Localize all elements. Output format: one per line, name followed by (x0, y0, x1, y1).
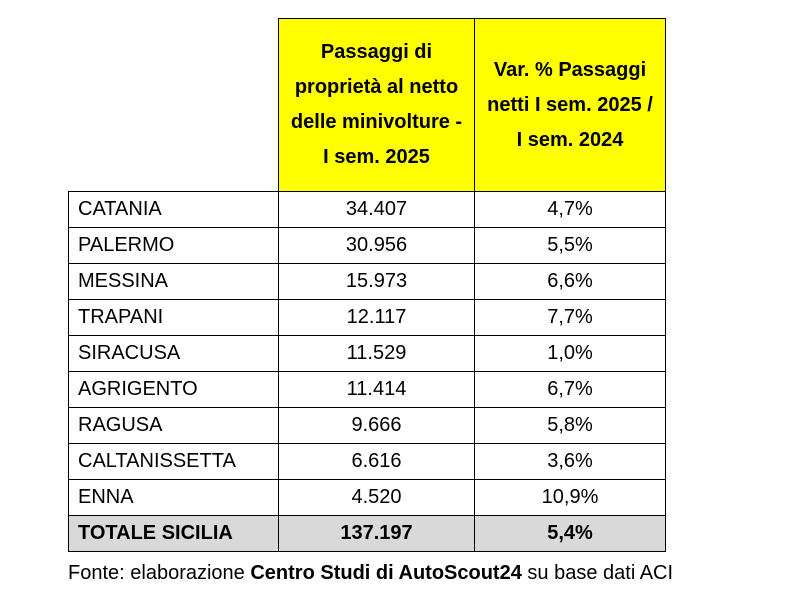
row-label: TOTALE SICILIA (68, 515, 279, 552)
row-label: TRAPANI (68, 299, 279, 336)
cell-value: 1,0% (474, 335, 666, 372)
cell-value: 6.616 (278, 443, 475, 480)
cell-value: 4.520 (278, 479, 475, 516)
row-label: ENNA (68, 479, 279, 516)
cell-value: 6,6% (474, 263, 666, 300)
table-header: Passaggi di proprietà al netto delle min… (68, 18, 666, 192)
table-row: MESSINA 15.973 6,6% (68, 263, 666, 300)
cell-value: 34.407 (278, 191, 475, 228)
header-cell: Var. % Passaggi netti I sem. 2025 / I se… (474, 18, 666, 192)
table-row: TRAPANI 12.117 7,7% (68, 299, 666, 336)
row-label: CATANIA (68, 191, 279, 228)
cell-value: 10,9% (474, 479, 666, 516)
header-row: Passaggi di proprietà al netto delle min… (68, 18, 666, 192)
data-table: Passaggi di proprietà al netto delle min… (68, 18, 666, 552)
cell-value: 6,7% (474, 371, 666, 408)
cell-value: 15.973 (278, 263, 475, 300)
header-blank (68, 18, 279, 192)
source-bold: Centro Studi di AutoScout24 (250, 562, 522, 584)
cell-value: 5,5% (474, 227, 666, 264)
source-note: Fonte: elaborazione Centro Studi di Auto… (68, 562, 673, 585)
cell-value: 30.956 (278, 227, 475, 264)
table-row: AGRIGENTO 11.414 6,7% (68, 371, 666, 408)
cell-value: 137.197 (278, 515, 475, 552)
table-row: SIRACUSA 11.529 1,0% (68, 335, 666, 372)
row-label: RAGUSA (68, 407, 279, 444)
row-label: SIRACUSA (68, 335, 279, 372)
table-row: CATANIA 34.407 4,7% (68, 191, 666, 228)
cell-value: 7,7% (474, 299, 666, 336)
cell-value: 3,6% (474, 443, 666, 480)
row-label: AGRIGENTO (68, 371, 279, 408)
cell-value: 11.414 (278, 371, 475, 408)
cell-value: 4,7% (474, 191, 666, 228)
cell-value: 12.117 (278, 299, 475, 336)
row-label: PALERMO (68, 227, 279, 264)
table-row: CALTANISSETTA 6.616 3,6% (68, 443, 666, 480)
cell-value: 9.666 (278, 407, 475, 444)
table-row: PALERMO 30.956 5,5% (68, 227, 666, 264)
source-prefix: Fonte: elaborazione (68, 562, 245, 584)
table-body: CATANIA 34.407 4,7% PALERMO 30.956 5,5% MESSIN… (68, 191, 666, 552)
table-row: TOTALE SICILIA 137.197 5,4% (68, 515, 666, 552)
table-row: RAGUSA 9.666 5,8% (68, 407, 666, 444)
source-suffix: su base dati ACI (527, 562, 674, 584)
cell-value: 5,4% (474, 515, 666, 552)
cell-value: 5,8% (474, 407, 666, 444)
header-cell: Passaggi di proprietà al netto delle min… (278, 18, 475, 192)
cell-value: 11.529 (278, 335, 475, 372)
row-label: MESSINA (68, 263, 279, 300)
row-label: CALTANISSETTA (68, 443, 279, 480)
table-row: ENNA 4.520 10,9% (68, 479, 666, 516)
